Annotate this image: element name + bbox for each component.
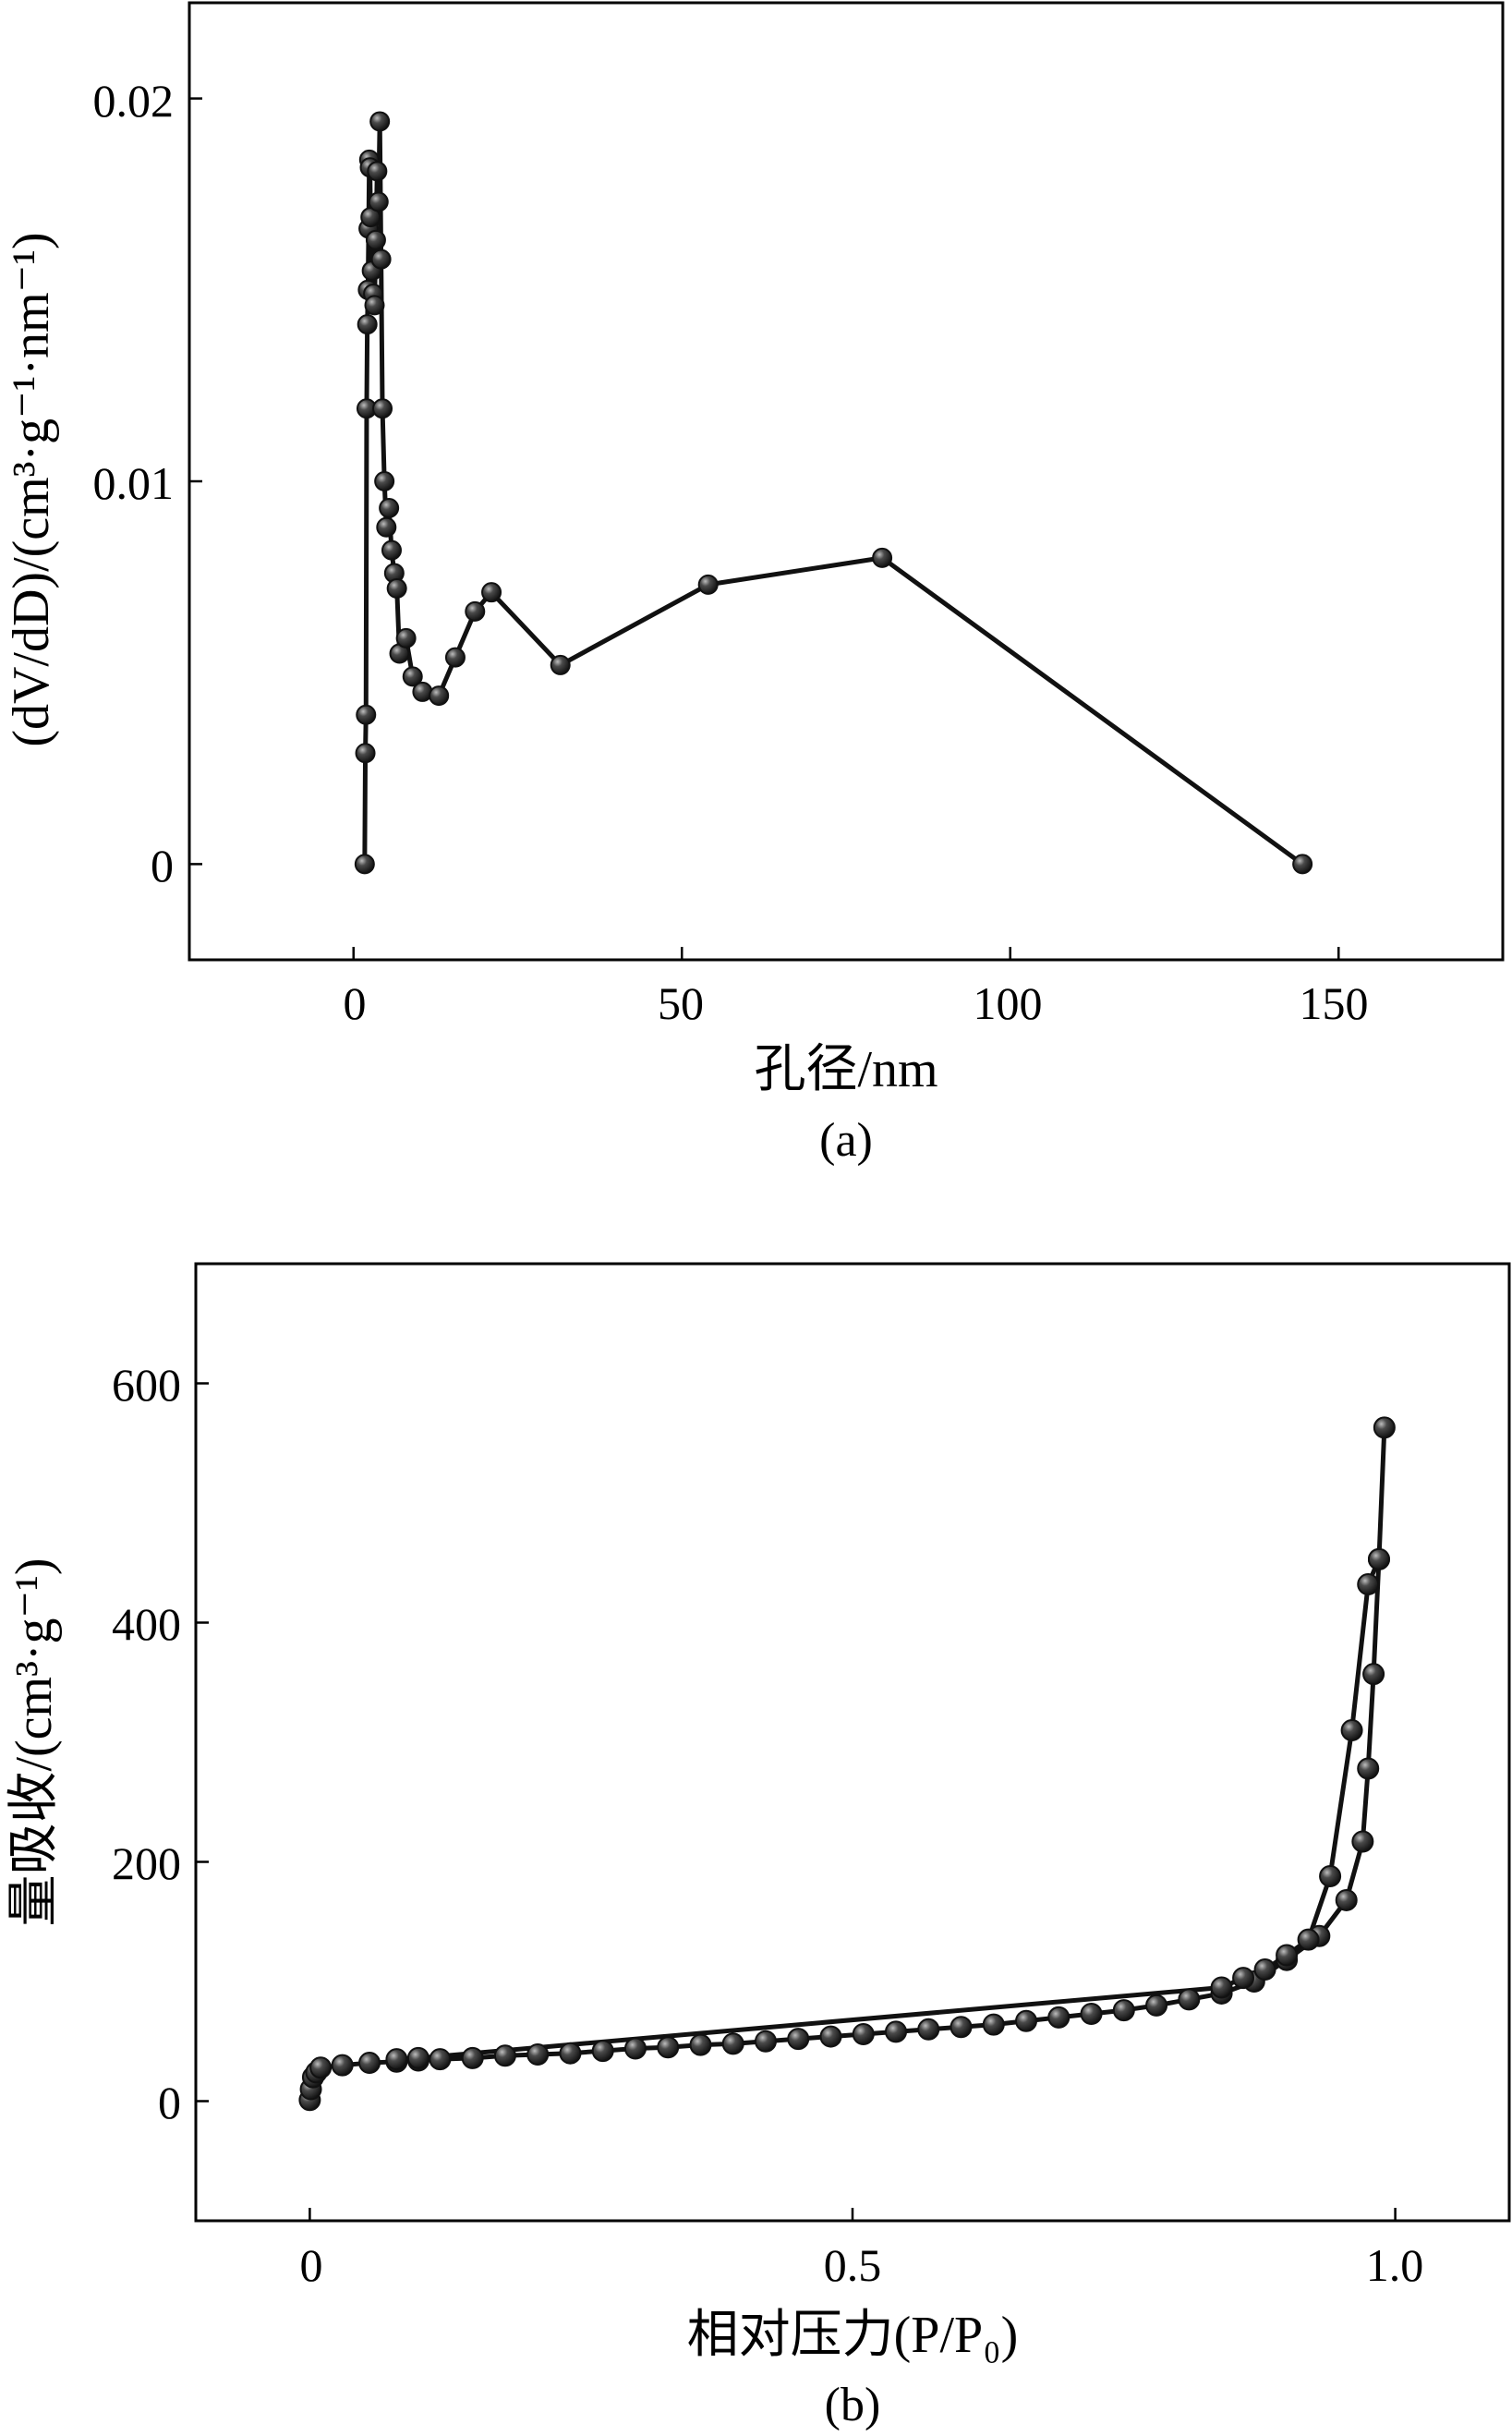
data-point (365, 229, 386, 250)
data-point (950, 2016, 973, 2039)
data-point (429, 2048, 452, 2071)
y-tick-label-a: 0 (151, 840, 174, 891)
plot-frame-b (194, 1262, 1511, 2223)
series-group-a (354, 111, 1313, 875)
data-point (787, 2028, 810, 2051)
data-point (819, 2025, 842, 2048)
x-tick-label-b: 0.5 (824, 2239, 882, 2291)
axis-ticks-a (189, 97, 1340, 960)
pore-size-distribution-chart: 0 50 100 150 0 0.01 0.02 孔径/nm (dV/dD)/(… (3, 1, 1505, 1167)
data-point (376, 516, 397, 538)
data-point (309, 2056, 333, 2079)
data-point (550, 654, 571, 675)
x-tick-label-a: 0 (344, 977, 367, 1029)
data-point (364, 295, 385, 316)
series-group-b (298, 1416, 1396, 2112)
data-point (689, 2033, 712, 2056)
y-tick-label-b: 0 (158, 2077, 181, 2128)
data-point (1362, 1663, 1385, 1686)
data-point (872, 547, 893, 568)
data-point (1080, 2002, 1103, 2025)
data-point (465, 600, 486, 622)
data-point (385, 2048, 408, 2071)
x-tick-label-b: 1.0 (1366, 2239, 1424, 2291)
data-point (381, 539, 402, 561)
data-point (354, 854, 375, 875)
data-point (386, 578, 407, 600)
data-point (1178, 1988, 1201, 2011)
caption-a: (a) (819, 1114, 873, 1167)
data-point (1047, 2006, 1070, 2029)
data-point (982, 2013, 1005, 2036)
x-axis-title-b: 相对压力(P/P₀) (687, 2307, 1019, 2364)
data-point (331, 2054, 354, 2077)
data-point (1297, 1928, 1320, 1951)
data-point (1292, 854, 1313, 875)
data-point (1357, 1757, 1380, 1780)
data-point (395, 627, 417, 648)
data-point (754, 2030, 777, 2053)
caption-b: (b) (825, 2379, 881, 2431)
data-point (1145, 1994, 1168, 2017)
data-point (1335, 1888, 1358, 1911)
data-point (379, 498, 400, 519)
x-tick-label-b: 0 (300, 2239, 323, 2291)
data-point (374, 471, 395, 491)
data-point (429, 685, 450, 707)
data-point (355, 743, 376, 764)
data-point (402, 666, 423, 687)
data-point (406, 2046, 429, 2069)
data-point (1351, 1830, 1374, 1853)
data-point (357, 314, 378, 335)
data-point (1015, 2009, 1038, 2032)
x-tick-label-a: 50 (658, 977, 704, 1029)
data-point (481, 582, 502, 603)
data-point (368, 191, 389, 212)
y-tick-label-b: 600 (112, 1359, 181, 1411)
data-point (461, 2046, 484, 2069)
y-axis-title-a: (dV/dD)/(cm³·g⁻¹·nm⁻¹) (3, 232, 60, 746)
data-point (657, 2036, 680, 2059)
series-line-1 (362, 118, 1304, 867)
data-point (1367, 1547, 1390, 1570)
x-axis-title-a: 孔径/nm (754, 1041, 937, 1098)
data-point (917, 2018, 940, 2041)
data-point (1210, 1976, 1233, 1999)
data-point (444, 647, 466, 668)
data-point (370, 248, 392, 270)
data-point (358, 2052, 381, 2075)
data-point (721, 2032, 744, 2055)
data-point (591, 2040, 614, 2063)
data-point (372, 398, 393, 419)
axis-ticks-b (196, 1382, 1397, 2221)
data-point (1319, 1865, 1342, 1888)
data-point (852, 2022, 875, 2045)
data-point (1276, 1944, 1299, 1967)
data-point (1340, 1719, 1363, 1742)
data-point (1357, 1573, 1380, 1596)
data-point (623, 2037, 647, 2060)
y-axis-title-b: 量吸收/(cm³·g⁻¹) (6, 1557, 63, 1926)
data-point (1253, 1958, 1276, 1982)
data-point (526, 2042, 550, 2066)
data-point (369, 111, 391, 132)
y-tick-label-b: 200 (112, 1837, 181, 1889)
data-point (1373, 1416, 1396, 1439)
data-point (412, 681, 433, 702)
data-point (356, 704, 377, 725)
data-point (559, 2042, 582, 2065)
y-tick-label-a: 0.02 (93, 75, 175, 127)
y-tick-label-a: 0.01 (93, 457, 175, 509)
data-point (1232, 1967, 1255, 1990)
x-tick-label-a: 100 (974, 977, 1043, 1029)
adsorption-isotherm-chart: 0 0.5 1.0 0 200 400 600 相对压力(P/P₀) 量吸收/(… (6, 1262, 1511, 2431)
data-point (697, 574, 719, 595)
data-point (367, 161, 388, 182)
x-tick-label-a: 150 (1300, 977, 1369, 1029)
y-tick-label-b: 400 (112, 1598, 181, 1650)
data-point (493, 2044, 516, 2067)
data-point (885, 2020, 908, 2043)
data-point (1112, 1999, 1135, 2022)
